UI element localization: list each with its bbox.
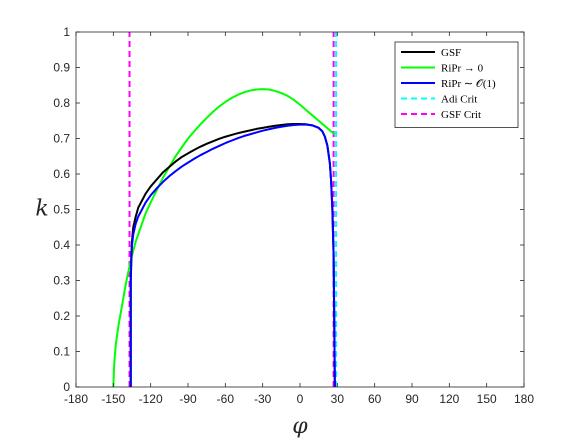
legend-entry: GSF Crit bbox=[441, 109, 481, 121]
y-axis-label: k bbox=[35, 197, 48, 222]
legend-entry: Adi Crit bbox=[441, 94, 477, 106]
legend: GSF RiPr → 0 RiPr ∼ 𝒪(1) Adi Crit GSF Crit bbox=[394, 41, 519, 128]
y-tick-label: 1 bbox=[63, 25, 70, 39]
x-tick-label: 0 bbox=[297, 392, 304, 406]
x-tick-label: 30 bbox=[331, 392, 345, 406]
y-tick-label: 0.8 bbox=[53, 96, 70, 110]
x-tick-label: -180 bbox=[64, 392, 88, 406]
x-tick-label: -120 bbox=[139, 392, 163, 406]
series-layer bbox=[112, 32, 338, 387]
x-tick-label: 120 bbox=[439, 392, 459, 406]
x-axis-label: φ bbox=[292, 414, 308, 439]
series-line-ripr-0 bbox=[112, 88, 336, 387]
x-tick-label: 60 bbox=[368, 392, 382, 406]
legend-entry: GSF bbox=[441, 47, 461, 59]
y-tick-label: 0.5 bbox=[53, 203, 70, 217]
x-tick-label: 180 bbox=[514, 392, 534, 406]
y-tick-label: 0 bbox=[63, 380, 70, 394]
y-tick-label: 0.7 bbox=[53, 132, 70, 146]
y-tick-label: 0.1 bbox=[53, 345, 70, 359]
y-tick-label: 0.2 bbox=[53, 309, 70, 323]
x-tick-label: -150 bbox=[101, 392, 125, 406]
y-tick-label: 0.3 bbox=[53, 274, 70, 288]
x-tick-label: -60 bbox=[217, 392, 235, 406]
legend-entry: RiPr → 0 bbox=[441, 63, 484, 75]
series-line-ripr-1 bbox=[129, 123, 336, 387]
x-tick-label: -90 bbox=[179, 392, 197, 406]
x-tick-label: -30 bbox=[254, 392, 272, 406]
legend-entry: RiPr ∼ 𝒪(1) bbox=[441, 78, 496, 90]
y-tick-label: 0.6 bbox=[53, 167, 70, 181]
y-tick-label: 0.4 bbox=[53, 238, 70, 252]
x-tick-label: 150 bbox=[477, 392, 497, 406]
ticks-layer: -180 -150 -120 -90 -60 -30 0 30 60 90 120 150 180 0 0.… bbox=[53, 25, 534, 406]
x-tick-label: 90 bbox=[405, 392, 419, 406]
y-tick-label: 0.9 bbox=[53, 61, 70, 75]
